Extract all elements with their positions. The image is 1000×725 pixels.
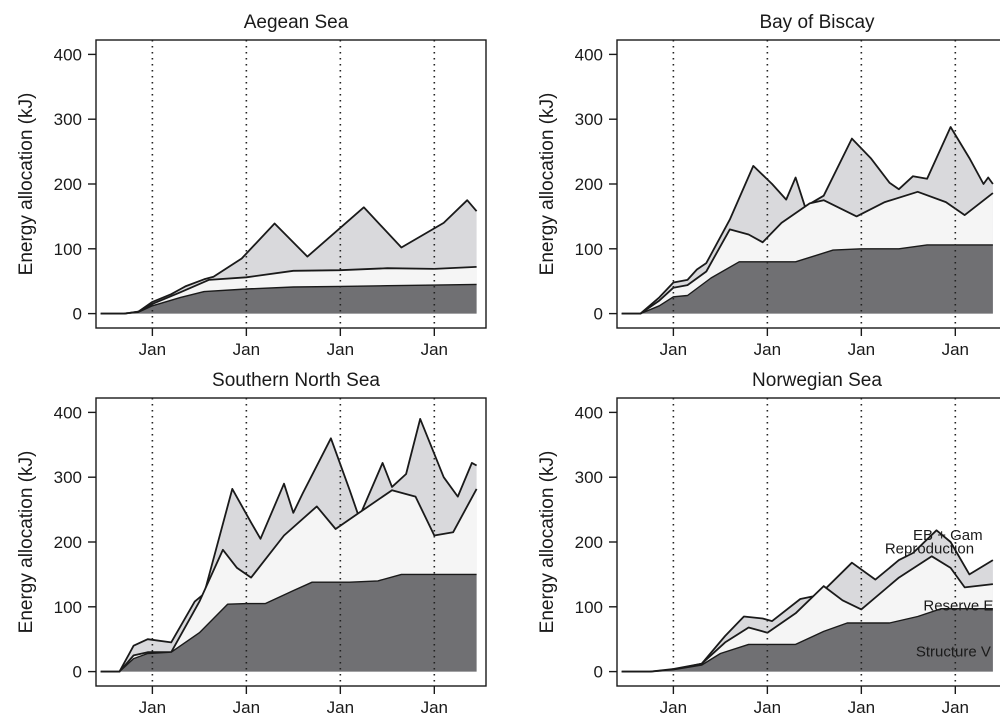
y-tick-label: 0	[594, 663, 603, 682]
y-tick-label: 200	[54, 175, 82, 194]
x-tick-label: Jan	[327, 698, 354, 717]
reserve-line	[621, 190, 994, 315]
panel-title: Southern North Sea	[212, 370, 380, 391]
structure-area	[621, 608, 993, 672]
structure-area	[100, 574, 477, 672]
annotation-label: Structure V	[916, 644, 991, 661]
structure-area	[100, 284, 477, 314]
plot-area	[621, 40, 994, 328]
panel-title: Norwegian Sea	[752, 370, 882, 391]
x-tick-label: Jan	[848, 698, 875, 717]
y-tick-label: 100	[54, 598, 82, 617]
y-tick-label: 100	[575, 240, 603, 259]
x-tick-label: Jan	[942, 698, 969, 717]
structure-area	[621, 244, 993, 314]
y-axis-label: Energy allocation (kJ)	[537, 93, 558, 276]
y-tick-label: 200	[54, 533, 82, 552]
x-tick-label: Jan	[660, 698, 687, 717]
x-tick-label: Jan	[660, 340, 687, 359]
y-tick-label: 400	[54, 45, 82, 64]
y-tick-label: 0	[73, 663, 82, 682]
y-tick-label: 300	[54, 468, 82, 487]
panel-1: 0 100 200 300 400 Jan Jan Jan Jan Bay of Biscay En…	[537, 12, 1000, 359]
x-tick-label: Jan	[139, 340, 166, 359]
reproduction-line	[100, 418, 478, 673]
y-tick-label: 0	[73, 305, 82, 324]
reserve-line	[100, 488, 478, 673]
y-axis-label: Energy allocation (kJ)	[537, 451, 558, 634]
y-tick-label: 200	[575, 175, 603, 194]
structure-line	[100, 283, 477, 315]
y-tick-label: 100	[575, 598, 603, 617]
x-tick-label: Jan	[139, 698, 166, 717]
x-tick-label: Jan	[754, 698, 781, 717]
y-tick-label: 300	[575, 468, 603, 487]
plot-area	[100, 398, 478, 686]
x-tick-label: Jan	[421, 698, 448, 717]
annotation-label: EB + Gam	[913, 527, 983, 544]
x-tick-label: Jan	[421, 340, 448, 359]
y-tick-label: 400	[575, 403, 603, 422]
x-tick-label: Jan	[327, 340, 354, 359]
y-tick-label: 400	[54, 403, 82, 422]
plot-area	[100, 40, 478, 328]
y-tick-label: 0	[594, 305, 603, 324]
annotation-label: Reserve E	[923, 598, 993, 615]
y-axis-label: Energy allocation (kJ)	[16, 93, 37, 276]
y-tick-label: 400	[575, 45, 603, 64]
structure-line	[100, 573, 477, 673]
reproduction-line	[100, 199, 478, 315]
panel-2: 0 100 200 300 400 Jan Jan Jan Jan Southern North …	[16, 370, 487, 717]
y-axis-label: Energy allocation (kJ)	[16, 451, 37, 634]
x-tick-label: Jan	[754, 340, 781, 359]
y-tick-label: 200	[575, 533, 603, 552]
y-tick-label: 100	[54, 240, 82, 259]
panel-title: Aegean Sea	[244, 12, 349, 33]
y-tick-label: 300	[54, 110, 82, 129]
y-tick-label: 300	[575, 110, 603, 129]
x-tick-label: Jan	[848, 340, 875, 359]
panel-0: 0 100 200 300 400 Jan Jan Jan Jan Aegean Sea Energ…	[16, 12, 487, 359]
panel-title: Bay of Biscay	[759, 12, 875, 33]
structure-line	[621, 608, 993, 673]
structure-line	[621, 244, 993, 315]
x-tick-label: Jan	[942, 340, 969, 359]
x-tick-label: Jan	[233, 698, 260, 717]
annotation-label: Reproduction	[885, 541, 974, 558]
x-tick-label: Jan	[233, 340, 260, 359]
